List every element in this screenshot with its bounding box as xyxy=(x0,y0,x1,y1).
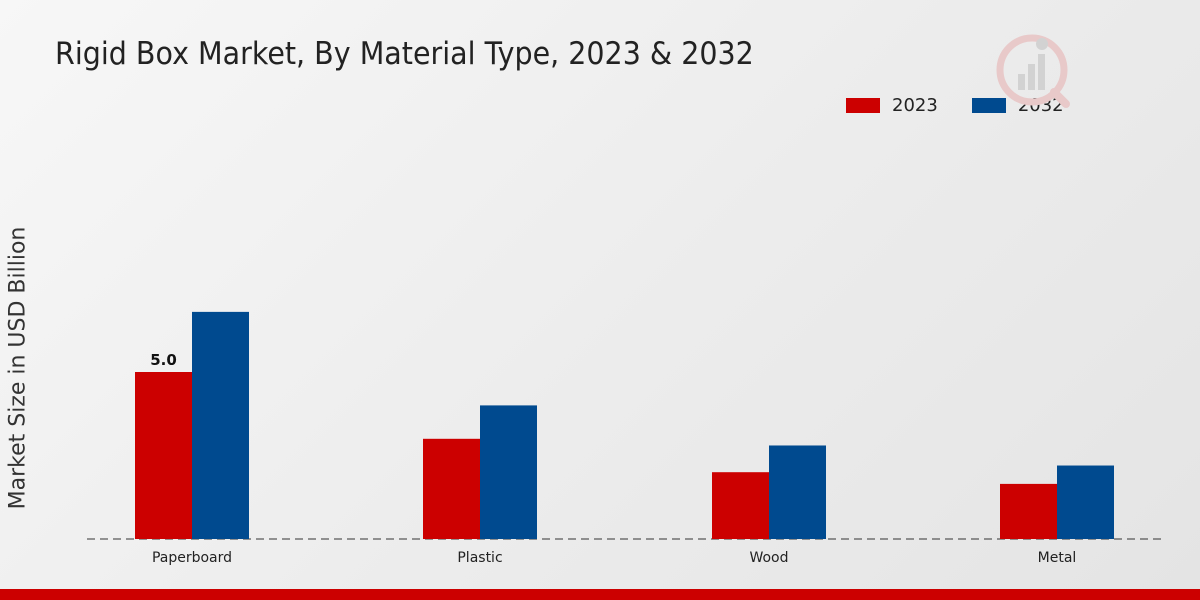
legend-swatch-2032 xyxy=(971,97,1006,113)
legend-item-2023: 2023 xyxy=(846,95,938,116)
data-label: 5.0 xyxy=(150,351,177,369)
legend-swatch-2023 xyxy=(846,97,880,113)
bar-metal-2032 xyxy=(1057,465,1114,539)
bar-wood-2032 xyxy=(769,445,826,539)
x-tick-label-plastic: Plastic xyxy=(457,550,502,566)
bar-plastic-2023 xyxy=(423,438,480,539)
bar-paperboard-2032 xyxy=(192,311,249,539)
bar-wood-2023 xyxy=(712,472,769,539)
x-tick-label-paperboard: Paperboard xyxy=(152,550,232,566)
x-tick-label-wood: Wood xyxy=(749,550,788,566)
x-tick-label-metal: Metal xyxy=(1038,550,1077,566)
market-research-logo-icon xyxy=(996,34,1070,108)
legend-label-2023: 2023 xyxy=(892,94,938,116)
bar-metal-2023 xyxy=(1000,483,1057,539)
bar-paperboard-2023 xyxy=(135,372,192,539)
bottom-accent-bar xyxy=(0,589,1200,600)
chart-title: Rigid Box Market, By Material Type, 2023… xyxy=(55,36,754,72)
bar-plastic-2032 xyxy=(480,405,537,539)
